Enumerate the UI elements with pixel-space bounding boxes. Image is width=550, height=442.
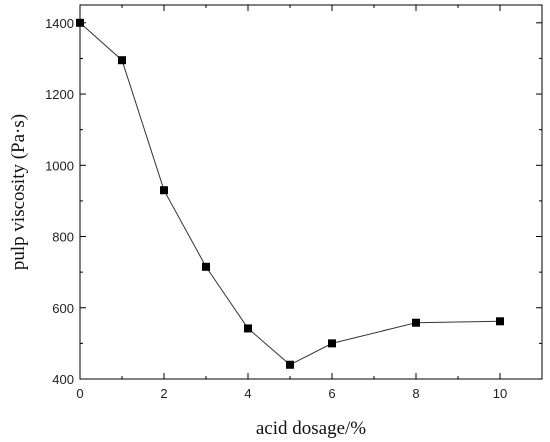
x-tick-label: 10 <box>493 386 507 401</box>
data-point <box>328 339 336 348</box>
data-point <box>286 360 294 369</box>
y-tick-label: 1000 <box>45 158 74 173</box>
x-tick-label: 4 <box>244 386 251 401</box>
data-point <box>118 56 126 65</box>
y-axis-ticks: 400 600 800 1000 1200 1400 <box>45 16 542 387</box>
x-axis-title: acid dosage/% <box>256 418 366 439</box>
data-point <box>412 318 420 327</box>
y-axis-title: pulp viscosity (Pa·s) <box>8 114 29 270</box>
y-tick-label: 1400 <box>45 16 74 31</box>
data-point <box>202 262 210 271</box>
y-tick-label: 600 <box>52 301 74 316</box>
plot-frame <box>79 4 543 380</box>
data-point <box>160 186 168 195</box>
y-tick-label: 1200 <box>45 87 74 102</box>
data-point <box>76 18 84 27</box>
data-point <box>496 317 504 326</box>
data-point <box>244 324 252 333</box>
x-axis-ticks: 0 2 4 6 8 10 <box>76 5 507 401</box>
series-line <box>79 22 501 366</box>
y-tick-label: 400 <box>52 372 74 387</box>
x-tick-label: 6 <box>328 386 335 401</box>
x-tick-label: 2 <box>160 386 167 401</box>
y-tick-label: 800 <box>52 230 74 245</box>
x-tick-label: 0 <box>76 386 83 401</box>
series-layer <box>76 18 504 369</box>
x-tick-label: 8 <box>412 386 419 401</box>
